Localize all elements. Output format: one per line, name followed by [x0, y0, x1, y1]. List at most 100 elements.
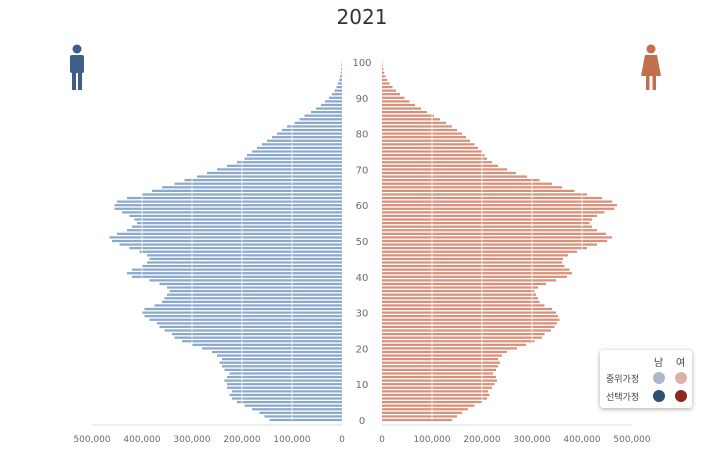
female-bar-age-81 — [382, 128, 457, 132]
male-bar-age-46 — [147, 254, 342, 257]
female-bar-age-0 — [382, 418, 452, 422]
male-bar-age-58 — [122, 211, 342, 214]
male-bar-age-97 — [340, 71, 342, 74]
legend-dot-male-selected[interactable] — [653, 390, 665, 402]
x-tick-right-0: 0 — [379, 435, 385, 445]
female-bar-age-82 — [382, 125, 452, 128]
female-bar-age-61 — [382, 200, 612, 203]
male-bar-age-36 — [169, 290, 342, 293]
female-bar-age-37 — [382, 286, 538, 289]
male-bar-age-17 — [222, 358, 342, 361]
male-bar-age-73 — [244, 157, 342, 160]
female-bar-age-91 — [382, 93, 400, 96]
female-bar-age-86 — [382, 111, 427, 114]
female-bar-age-57 — [382, 214, 597, 218]
male-bar-age-78 — [267, 139, 342, 142]
male-bars — [109, 60, 342, 422]
male-bar-age-47 — [139, 250, 342, 253]
male-bar-age-89 — [325, 100, 342, 103]
female-bar-age-44 — [382, 261, 562, 264]
x-tick-left-0: 500,000 — [73, 435, 110, 445]
female-bar-age-73 — [382, 157, 487, 160]
male-bar-age-28 — [149, 318, 342, 321]
female-bar-age-33 — [382, 300, 540, 303]
male-bar-age-68 — [197, 175, 342, 178]
male-bar-age-93 — [336, 85, 342, 89]
legend-header-male: 남 — [654, 358, 664, 369]
male-bar-age-69 — [207, 171, 342, 175]
female-bar-age-20 — [382, 347, 517, 350]
male-bar-age-91 — [332, 93, 342, 96]
male-bar-age-20 — [202, 347, 342, 350]
female-bar-age-10 — [382, 383, 495, 386]
male-bar-age-96 — [340, 75, 342, 78]
female-bars — [382, 60, 617, 422]
female-bar-age-15 — [382, 365, 498, 368]
male-bar-age-72 — [237, 161, 342, 164]
female-bar-age-47 — [382, 250, 577, 253]
male-bar-age-0 — [269, 418, 342, 422]
x-tick-left-5: 0 — [339, 435, 345, 445]
age-tick-40: 40 — [356, 273, 369, 284]
female-bar-age-39 — [382, 279, 556, 282]
female-bar-age-48 — [382, 247, 587, 250]
female-bar-age-28 — [382, 318, 560, 321]
female-bar-age-99 — [382, 64, 383, 67]
female-bar-age-43 — [382, 264, 565, 268]
male-bar-age-5 — [237, 400, 342, 404]
x-tick-right-2: 200,000 — [463, 435, 500, 445]
female-bar-age-22 — [382, 340, 535, 343]
age-tick-50: 50 — [356, 237, 369, 248]
male-bar-age-54 — [132, 225, 342, 228]
male-bar-age-77 — [262, 143, 342, 146]
female-bar-age-97 — [382, 71, 385, 74]
female-bar-age-6 — [382, 397, 487, 400]
male-bar-age-59 — [114, 207, 342, 210]
legend-dot-female-median[interactable] — [675, 372, 687, 384]
female-bar-age-2 — [382, 411, 462, 414]
male-bar-age-24 — [172, 332, 342, 336]
male-bar-age-76 — [257, 146, 342, 150]
female-bar-age-3 — [382, 408, 468, 411]
female-bar-age-64 — [382, 189, 575, 192]
male-bar-age-26 — [159, 325, 342, 329]
male-bar-age-98 — [341, 68, 342, 71]
female-bar-age-83 — [382, 121, 446, 124]
male-bar-age-55 — [137, 221, 342, 225]
female-bar-age-63 — [382, 193, 587, 196]
male-bar-age-79 — [272, 136, 342, 139]
female-bar-age-12 — [382, 375, 496, 379]
legend-dot-female-selected[interactable] — [675, 390, 687, 402]
female-bar-age-90 — [382, 96, 405, 99]
male-bar-age-60 — [114, 204, 342, 207]
male-bar-age-18 — [217, 354, 342, 357]
x-tick-left-1: 400,000 — [123, 435, 160, 445]
female-bar-age-80 — [382, 132, 462, 135]
female-bar-age-7 — [382, 393, 490, 397]
male-bar-age-75 — [252, 150, 342, 153]
male-bar-age-19 — [212, 350, 342, 354]
legend-dot-male-median[interactable] — [653, 372, 665, 384]
female-bar-age-58 — [382, 211, 605, 214]
male-bar-age-88 — [321, 103, 342, 107]
male-bar-age-6 — [232, 397, 342, 400]
female-bar-age-32 — [382, 304, 545, 307]
female-bar-age-21 — [382, 343, 526, 346]
female-bar-age-66 — [382, 182, 552, 185]
female-bar-age-38 — [382, 282, 546, 286]
male-bar-age-31 — [144, 307, 342, 311]
female-bar-age-11 — [382, 379, 497, 382]
x-tick-labels-left: 500,000 400,000 300,000 200,000 100,000 0 — [73, 435, 345, 445]
male-bar-age-62 — [127, 196, 342, 200]
age-tick-60: 60 — [356, 201, 369, 212]
female-bar-age-18 — [382, 354, 502, 357]
female-bar-age-72 — [382, 161, 492, 164]
female-bar-age-67 — [382, 179, 540, 182]
male-bar-age-11 — [224, 379, 342, 382]
male-bar-age-52 — [117, 232, 342, 235]
male-bar-age-65 — [162, 186, 342, 189]
male-bar-age-38 — [159, 282, 342, 286]
male-bar-age-84 — [299, 118, 342, 121]
male-bar-age-92 — [334, 89, 342, 92]
male-bar-age-33 — [162, 300, 342, 303]
